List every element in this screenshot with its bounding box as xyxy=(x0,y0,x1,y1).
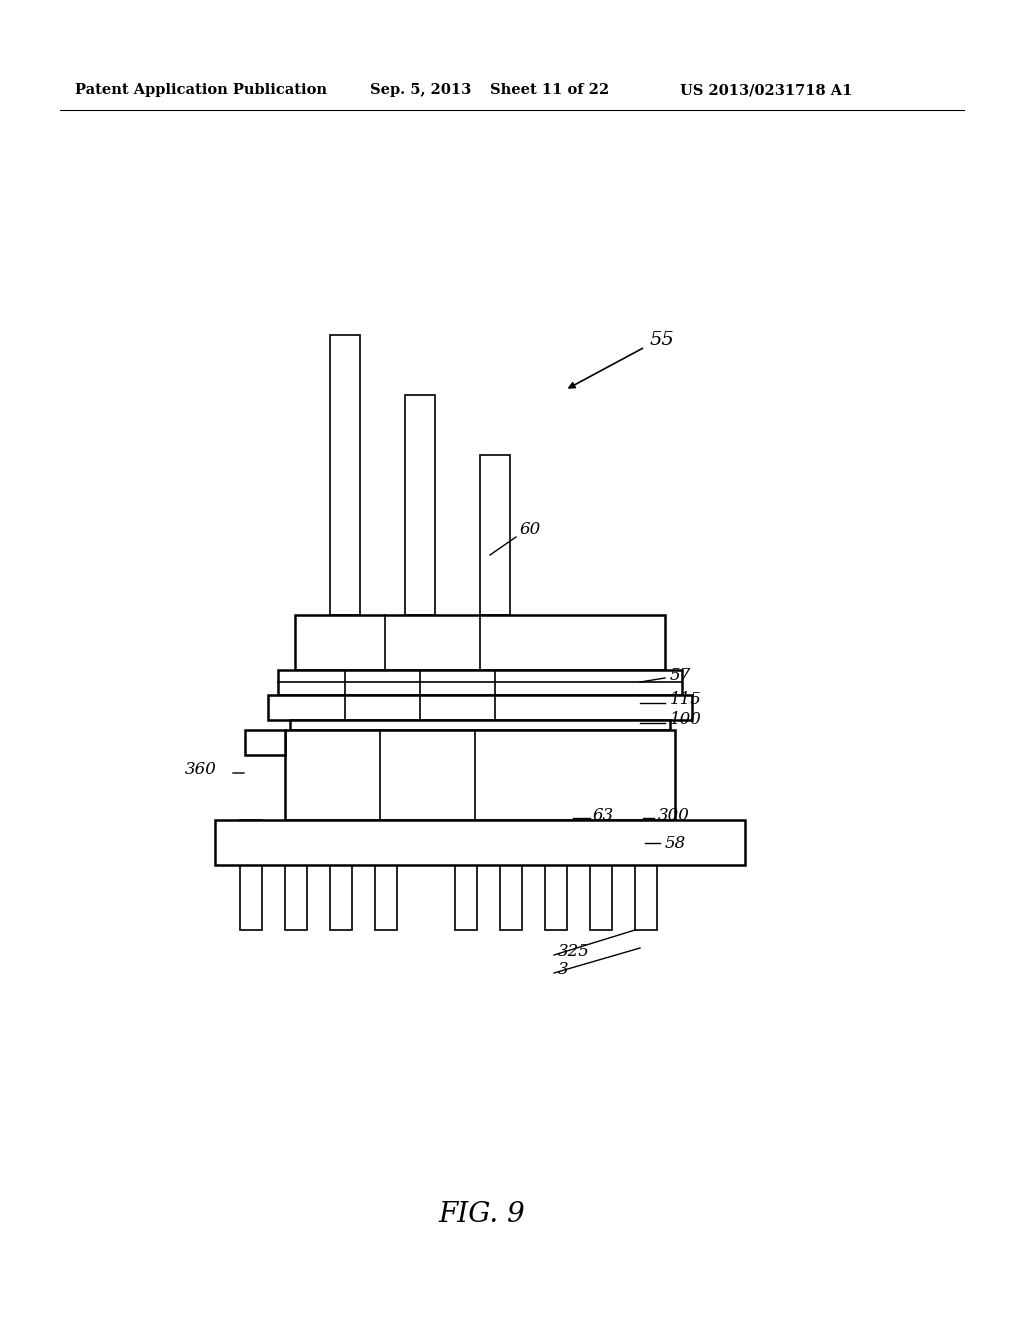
Text: 55: 55 xyxy=(650,331,675,348)
Bar xyxy=(240,820,262,931)
Text: Sheet 11 of 22: Sheet 11 of 22 xyxy=(490,83,609,96)
Text: 57: 57 xyxy=(670,667,691,684)
Text: 115: 115 xyxy=(670,692,701,709)
Text: US 2013/0231718 A1: US 2013/0231718 A1 xyxy=(680,83,852,96)
Text: 60: 60 xyxy=(520,521,542,539)
Text: 3: 3 xyxy=(558,961,568,978)
Bar xyxy=(268,696,692,719)
Bar xyxy=(245,730,285,755)
Bar xyxy=(500,820,522,931)
Bar xyxy=(375,820,397,931)
Bar xyxy=(295,615,665,671)
Text: 360: 360 xyxy=(185,762,217,779)
Text: 325: 325 xyxy=(558,944,590,961)
Bar xyxy=(330,335,360,615)
Bar xyxy=(330,820,352,931)
Text: FIG. 9: FIG. 9 xyxy=(438,1201,525,1229)
Bar xyxy=(285,820,307,931)
Bar xyxy=(545,820,567,931)
Text: Patent Application Publication: Patent Application Publication xyxy=(75,83,327,96)
Bar xyxy=(406,395,435,615)
Text: 63: 63 xyxy=(593,807,614,824)
Bar xyxy=(290,719,670,730)
Bar xyxy=(278,671,682,696)
Bar xyxy=(455,820,477,931)
Bar xyxy=(215,820,745,865)
Text: Sep. 5, 2013: Sep. 5, 2013 xyxy=(370,83,471,96)
Bar xyxy=(285,730,675,820)
Text: 58: 58 xyxy=(665,834,686,851)
Bar xyxy=(635,820,657,931)
Bar xyxy=(480,455,510,615)
Text: 100: 100 xyxy=(670,711,701,729)
Bar xyxy=(590,820,612,931)
Text: 300: 300 xyxy=(658,807,690,824)
